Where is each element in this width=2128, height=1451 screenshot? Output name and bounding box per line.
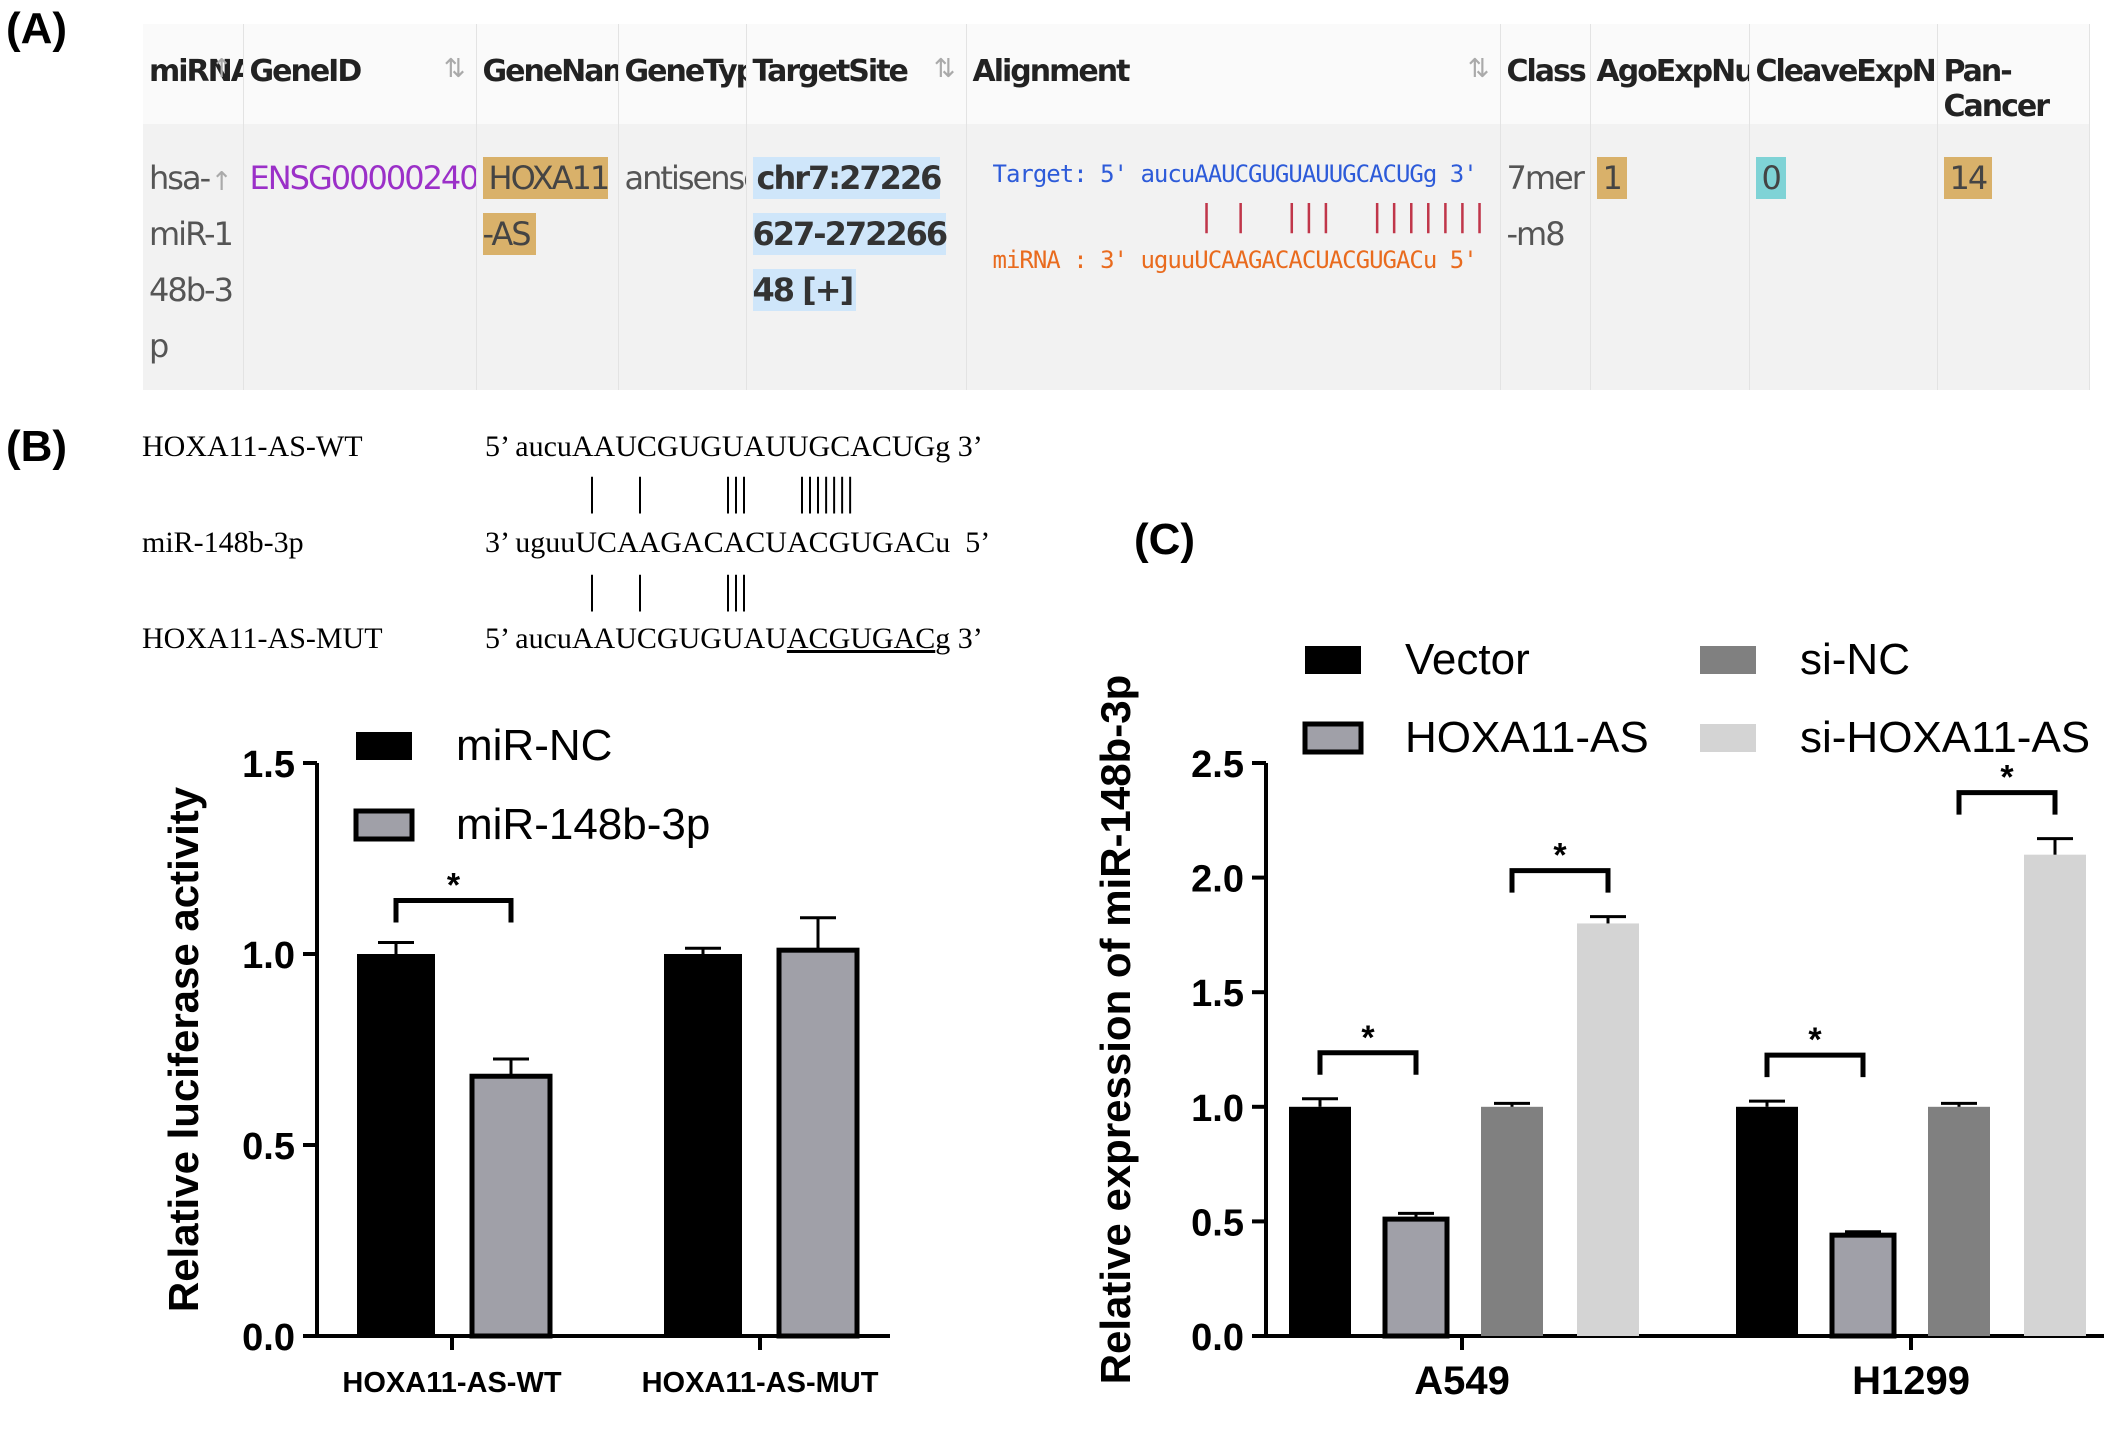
cell-cleave-exp: 0 [1749, 124, 1938, 390]
cell-gene-name: HOXA11-AS [476, 124, 619, 390]
legend-label: si-HOXA11-AS [1800, 713, 2090, 762]
column-header[interactable]: TargetSite ⇅ [746, 24, 967, 124]
legend-swatch [1302, 721, 1364, 755]
cell-ago-exp: 1 [1590, 124, 1750, 390]
bar [776, 947, 860, 1339]
panel-label-b: (B) [6, 422, 68, 471]
legend-swatch [353, 808, 415, 842]
sort-icon[interactable]: ↑ [210, 54, 233, 84]
mut-label: HOXA11-AS-MUT [142, 622, 383, 655]
significance-bracket [393, 898, 514, 923]
cell-target-site: chr7:27226627-27226648 [+] [746, 124, 967, 390]
wt-label: HOXA11-AS-WT [142, 430, 363, 463]
gene-id-link[interactable]: ENSG00000240990 [249, 159, 476, 197]
panel-label-a: (A) [6, 4, 68, 53]
wt-pairing-bars: | | ||| ||||||| [588, 469, 855, 514]
x-tick-label: HOXA11-AS-WT [342, 1367, 561, 1399]
y-tick-label: 2.0 [1191, 859, 1244, 901]
y-tick-label: 0.5 [1191, 1202, 1244, 1244]
bar [1928, 1106, 1990, 1336]
bar [1481, 1106, 1543, 1336]
sort-icon[interactable]: ⇅ [443, 54, 466, 84]
y-tick-label: 0.0 [1191, 1317, 1244, 1359]
significance-bracket [1509, 868, 1611, 893]
legend-label: HOXA11-AS [1405, 713, 1649, 762]
cell-alignment: Target: 5' aucuAAUCGUGUAUUGCACUGg 3' | |… [966, 124, 1501, 390]
y-axis-label: Relative expression of miR-148b-3p [1092, 675, 1139, 1385]
alignment-bars: | | ||| ||||||| [1197, 199, 1489, 234]
legend-label: miR-148b-3p [456, 800, 710, 849]
pan-cancer-badge: 14 [1943, 157, 1993, 199]
column-header[interactable]: miRNA ↑ [143, 24, 244, 124]
significance-bracket [1956, 790, 2058, 815]
mut-sequence: 5’ aucuAAUCGUGUAUACGUGACg 3’ [485, 622, 983, 655]
panel-label-c: (C) [1134, 515, 1196, 564]
sort-icon: ↑ [210, 167, 233, 197]
significance-label: * [1553, 837, 1567, 875]
sort-icon[interactable]: ⇅ [1467, 54, 1490, 84]
bar [357, 954, 435, 1336]
column-header[interactable]: GeneName [476, 24, 619, 124]
bar [1577, 923, 1639, 1336]
significance-label: * [1361, 1019, 1375, 1057]
cell-pan-cancer: 14 [1937, 124, 2090, 390]
legend-swatch [356, 732, 412, 760]
y-tick-label: 2.5 [1191, 744, 1244, 786]
x-tick-label: HOXA11-AS-MUT [642, 1367, 879, 1399]
bar [1736, 1106, 1798, 1336]
cleave-exp-badge: 0 [1755, 157, 1786, 199]
cell-class: 7mer-m8 [1500, 124, 1591, 390]
cell-gene-type: antisense [618, 124, 747, 390]
ago-exp-badge: 1 [1596, 157, 1627, 199]
legend-label: si-NC [1800, 635, 1910, 684]
significance-bracket [1317, 1050, 1419, 1075]
table-row: hsa-miR-148b-3p↑ ENSG00000240990 HOXA11-… [143, 124, 2090, 390]
y-tick-label: 0.5 [242, 1126, 295, 1168]
legend-label: Vector [1405, 635, 1530, 684]
column-header[interactable]: Class [1500, 24, 1591, 124]
bar [664, 954, 742, 1336]
alignment-mirna: miRNA : 3' uguuUCAAGACACUACGUGACu 5' [992, 246, 1478, 274]
column-header[interactable]: GeneType [618, 24, 747, 124]
bar [1289, 1106, 1351, 1336]
y-tick-label: 1.0 [1191, 1088, 1244, 1130]
target-site-badge: chr7:27226627-27226648 [+] [752, 157, 948, 311]
y-axis-label: Relative luciferase activity [160, 786, 207, 1312]
column-header[interactable]: Pan-Cancer [1937, 24, 2090, 124]
sort-icon[interactable]: ⇅ [933, 54, 956, 84]
cell-gene-id[interactable]: ENSG00000240990 [243, 124, 477, 390]
gene-name-badge: HOXA11-AS [482, 157, 610, 255]
column-header[interactable]: AgoExpNum [1590, 24, 1750, 124]
wt-sequence: 5’ aucuAAUCGUGUAUUGCACUGg 3’ [485, 430, 983, 463]
table-header-row: miRNA↑ GeneID⇅ GeneName GeneType TargetS… [143, 24, 2090, 124]
significance-label: * [2000, 759, 2014, 797]
column-header[interactable]: CleaveExpNum [1749, 24, 1938, 124]
bar [2024, 854, 2086, 1336]
mir-label: miR-148b-3p [142, 526, 304, 559]
y-tick-label: 1.5 [242, 744, 295, 786]
significance-label: * [447, 867, 461, 905]
column-header[interactable]: GeneID ⇅ [243, 24, 477, 124]
y-tick-label: 1.5 [1191, 973, 1244, 1015]
mut-pairing-bars: | | ||| [588, 567, 749, 612]
alignment-target: Target: 5' aucuAAUCGUGUAUUGCACUGg 3' [992, 160, 1478, 188]
legend-swatch [1700, 724, 1756, 752]
legend-label: miR-NC [456, 721, 612, 770]
bar [469, 1073, 553, 1339]
y-tick-label: 0.0 [242, 1317, 295, 1359]
x-tick-label: H1299 [1852, 1359, 1970, 1403]
legend-swatch [1305, 646, 1361, 674]
bar [1382, 1216, 1450, 1339]
significance-bracket [1764, 1052, 1866, 1078]
x-tick-label: A549 [1414, 1359, 1510, 1403]
mutated-site: ACGUGAC [786, 622, 936, 655]
cell-mirna: hsa-miR-148b-3p ↑ [143, 124, 244, 390]
column-header[interactable]: Alignment ⇅ [966, 24, 1501, 124]
y-tick-label: 1.0 [242, 935, 295, 977]
mir-sequence: 3’ uguuUCAAGACACUACGUGACu 5’ [485, 526, 991, 559]
legend-swatch [1700, 646, 1756, 674]
significance-label: * [1808, 1021, 1822, 1059]
target-table: miRNA↑ GeneID⇅ GeneName GeneType TargetS… [143, 24, 2090, 390]
bar [1829, 1232, 1897, 1339]
